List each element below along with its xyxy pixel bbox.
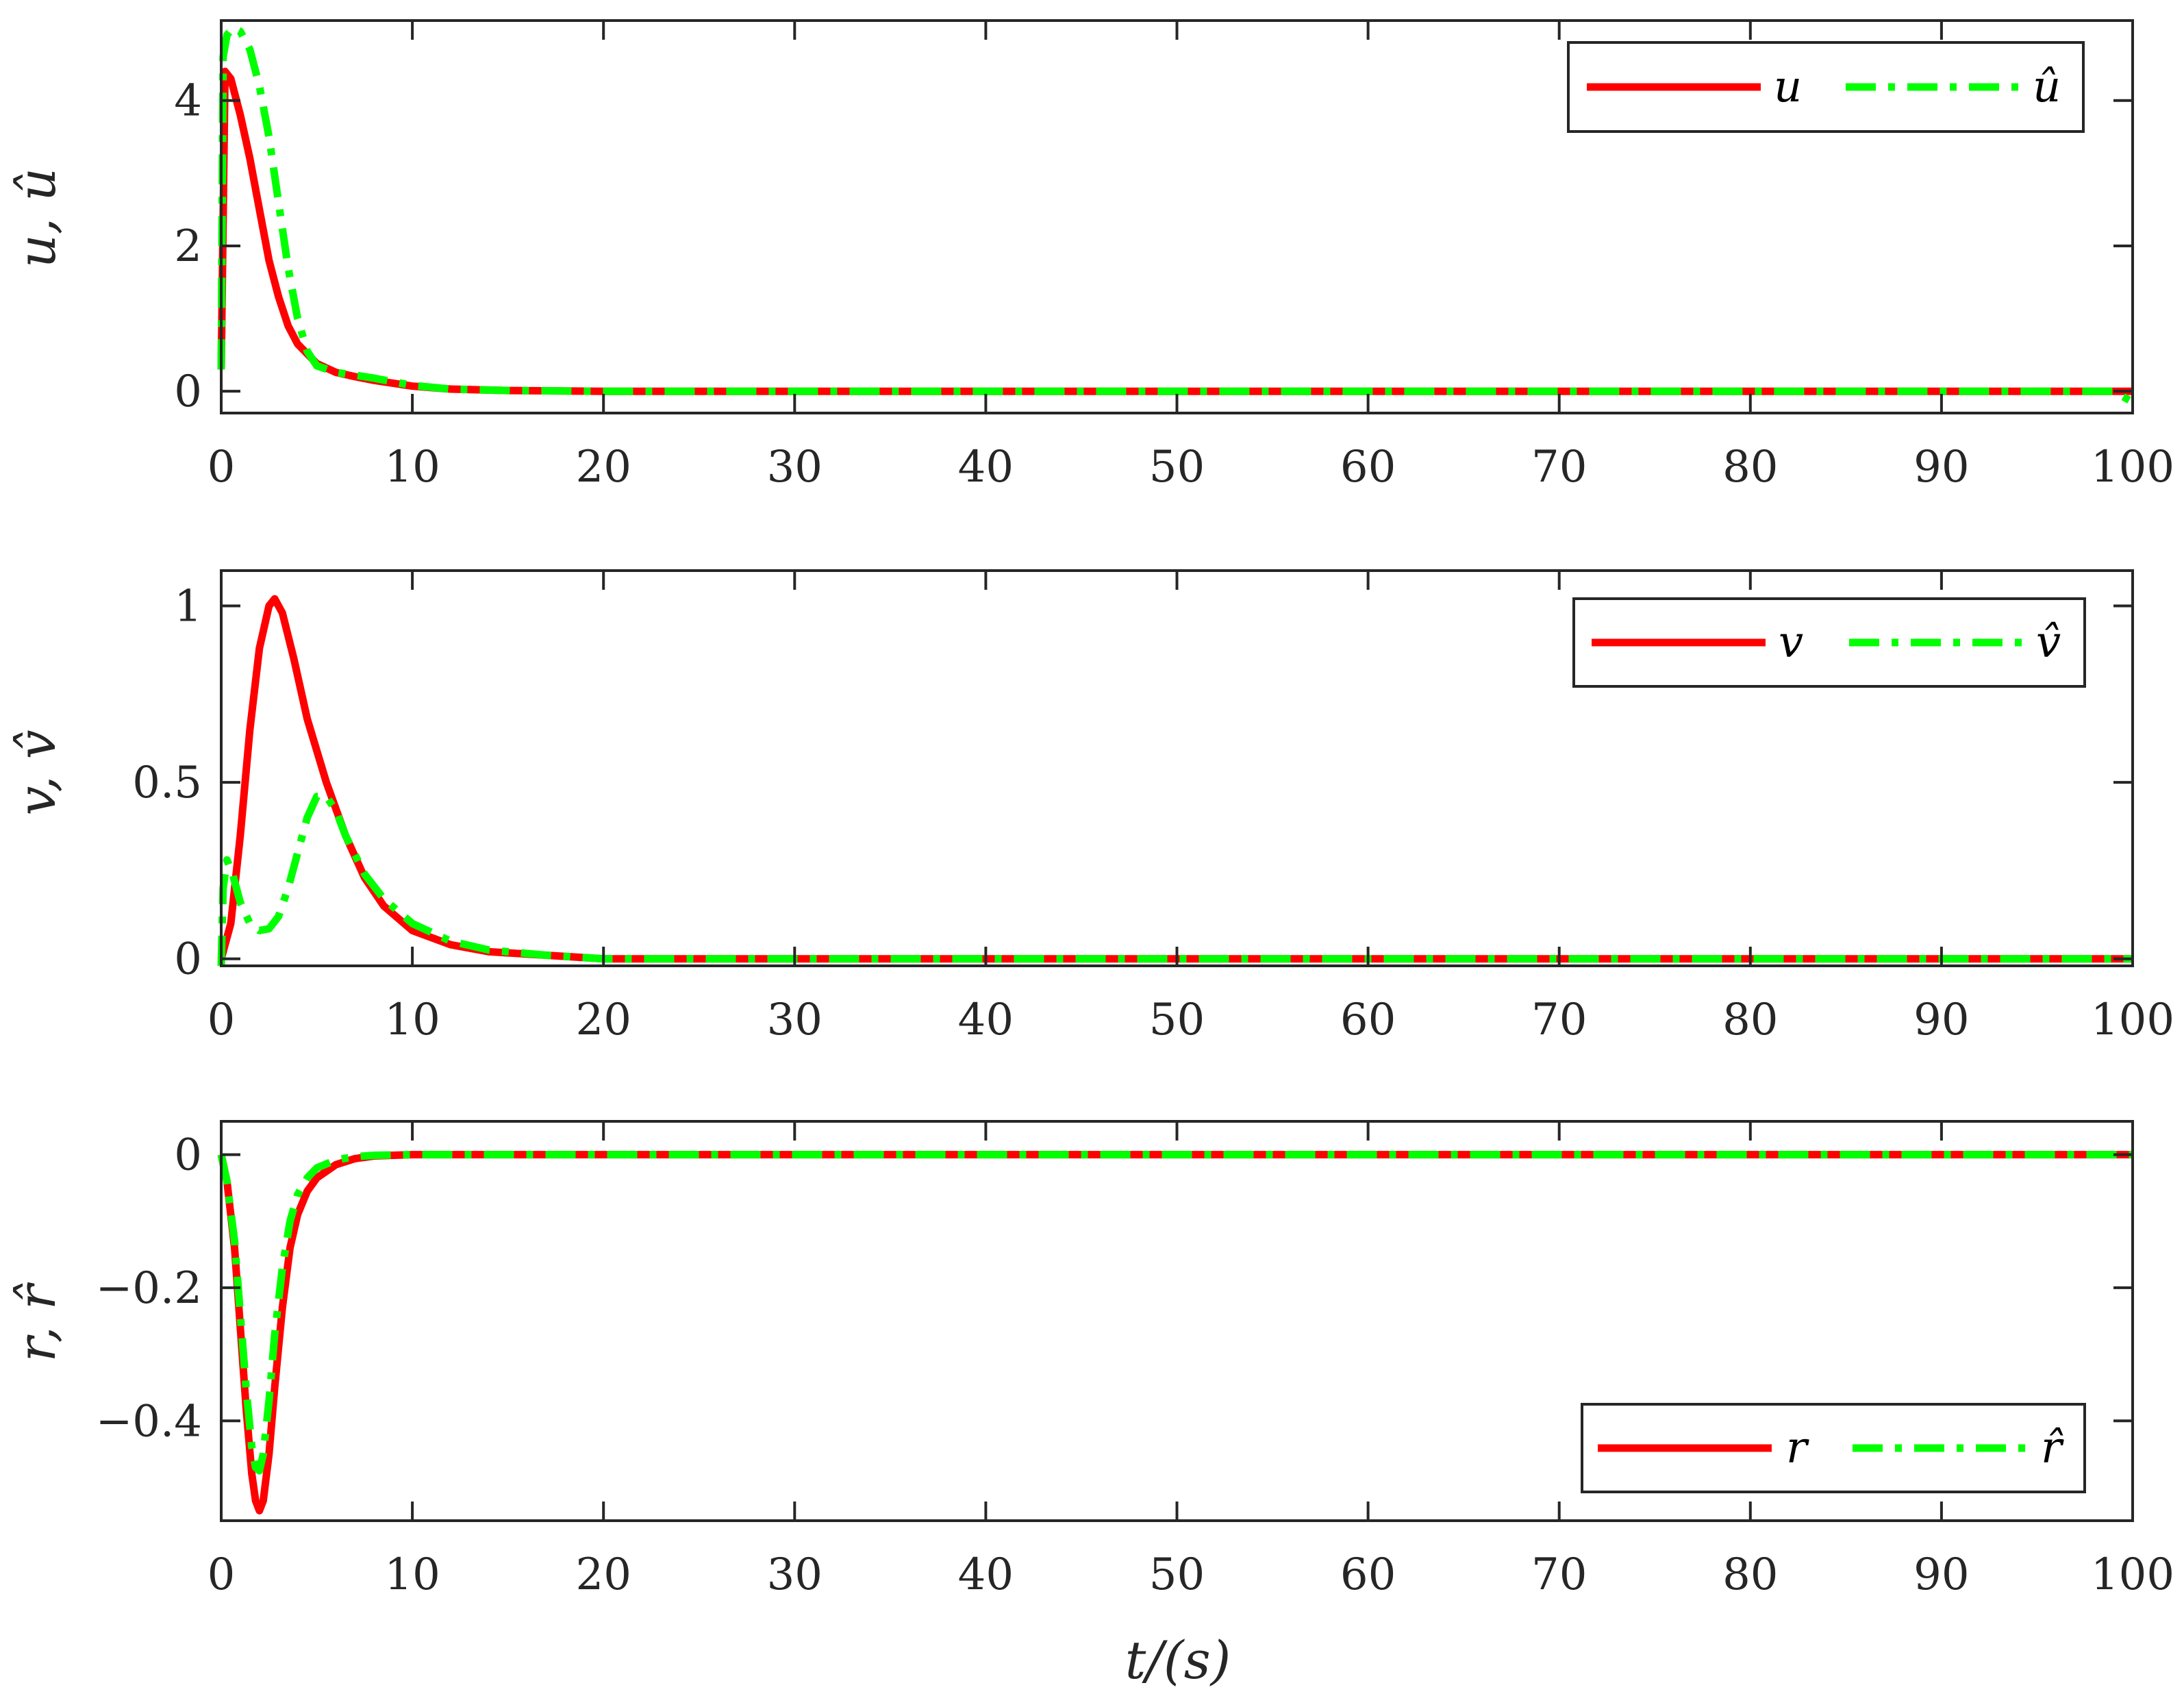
series-line-u-estimate xyxy=(217,24,2135,406)
x-tick-label-r: 70 xyxy=(1531,1549,1587,1600)
x-tick-label-u: 90 xyxy=(1913,442,1969,493)
series-line-r-estimate xyxy=(217,1151,2133,1475)
plot-area-r: 0 10 20 30 40 50 60 70 80 90 100 −0.4 −0.2 0 xyxy=(96,1120,2174,1600)
legend-label-r: r xyxy=(1786,1423,1809,1473)
x-tick-label-u: 0 xyxy=(208,442,236,493)
x-tick-label-v: 10 xyxy=(384,995,440,1045)
x-tick-label-r: 40 xyxy=(958,1549,1014,1600)
x-tick-label-r: 60 xyxy=(1340,1549,1396,1600)
ylabel-v: v, v̂ xyxy=(6,730,67,815)
x-tick-label-r: 30 xyxy=(767,1549,823,1600)
y-tick-label-u: 4 xyxy=(174,76,202,127)
x-tick-label-r: 50 xyxy=(1149,1549,1205,1600)
y-tick-label-r: −0.2 xyxy=(96,1263,202,1314)
xlabel: t/(s) xyxy=(1125,1630,1231,1691)
x-tick-label-u: 60 xyxy=(1340,442,1396,493)
x-tick-label-u: 10 xyxy=(384,442,440,493)
x-tick-label-v: 70 xyxy=(1531,995,1587,1045)
x-tick-label-r: 90 xyxy=(1913,1549,1969,1600)
x-tick-label-u: 50 xyxy=(1149,442,1205,493)
y-tick-label-r: −0.4 xyxy=(96,1396,202,1447)
legend-u: u û xyxy=(1567,41,2085,133)
legend-label-rhat: r̂ xyxy=(2041,1423,2064,1473)
x-tick-label-u: 70 xyxy=(1531,442,1587,493)
x-tick-label-v: 20 xyxy=(575,995,631,1045)
y-tick-label-v: 0 xyxy=(174,934,202,985)
x-tick-label-r: 10 xyxy=(384,1549,440,1600)
series-line-v-estimate xyxy=(217,793,2133,967)
x-tick-label-v: 50 xyxy=(1149,995,1205,1045)
x-tick-label-r: 20 xyxy=(575,1549,631,1600)
x-tick-label-v: 40 xyxy=(958,995,1014,1045)
legend-label-u: u xyxy=(1774,62,1802,112)
x-tick-label-r: 0 xyxy=(208,1549,236,1600)
y-tick-label-v: 0.5 xyxy=(132,758,202,808)
legend-r: r r̂ xyxy=(1581,1403,2086,1493)
x-tick-label-u: 80 xyxy=(1722,442,1778,493)
x-tick-label-v: 0 xyxy=(208,995,236,1045)
y-tick-label-v: 1 xyxy=(174,582,202,632)
y-tick-label-u: 0 xyxy=(174,366,202,417)
plot-area-u: 0 10 20 30 40 50 60 70 80 90 100 0 2 4 xyxy=(174,19,2174,493)
x-tick-label-v: 80 xyxy=(1722,995,1778,1045)
x-tick-label-r: 100 xyxy=(2091,1549,2174,1600)
x-tick-label-u: 20 xyxy=(575,442,631,493)
x-tick-label-u: 40 xyxy=(958,442,1014,493)
x-tick-label-u: 30 xyxy=(767,442,823,493)
x-tick-label-v: 30 xyxy=(767,995,823,1045)
legend-label-vhat: v̂ xyxy=(2036,617,2061,668)
ylabel-r: r, r̂ xyxy=(6,1282,67,1362)
x-tick-label-v: 60 xyxy=(1340,995,1396,1045)
x-tick-label-v: 100 xyxy=(2091,995,2174,1045)
panel-u: 0 10 20 30 40 50 60 70 80 90 100 0 2 4 u, û u û xyxy=(6,19,2174,493)
y-tick-label-u: 2 xyxy=(174,221,202,272)
legend-label-uhat: û xyxy=(2033,62,2061,112)
plot-area-v: 0 10 20 30 40 50 60 70 80 90 100 0 0.5 1 xyxy=(132,569,2174,1045)
y-tick-label-r: 0 xyxy=(174,1130,202,1181)
x-tick-label-u: 100 xyxy=(2091,442,2174,493)
x-tick-label-r: 80 xyxy=(1722,1549,1778,1600)
x-tick-label-v: 90 xyxy=(1913,995,1969,1045)
panel-v: 0 10 20 30 40 50 60 70 80 90 100 0 0.5 1 v, v̂ v v̂ xyxy=(6,569,2174,1045)
legend-v: v v̂ xyxy=(1572,597,2086,688)
panel-r: 0 10 20 30 40 50 60 70 80 90 100 −0.4 −0.2 0 r, r̂ r … xyxy=(6,1120,2174,1691)
legend-label-v: v xyxy=(1779,617,1803,668)
ylabel-u: u, û xyxy=(6,168,67,268)
